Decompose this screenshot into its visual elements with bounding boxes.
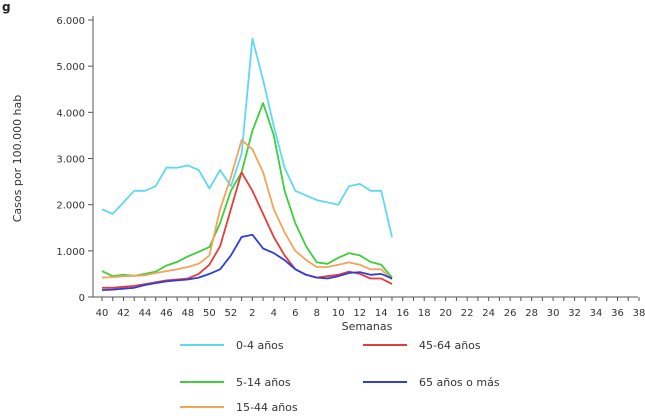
legend-entry: 45-64 años [363, 339, 481, 352]
x-tick-label: 6 [292, 308, 298, 319]
y-tick-label: 5.000 [56, 62, 85, 73]
x-tick-label: 52 [225, 308, 238, 319]
legend-label: 45-64 años [419, 339, 481, 352]
x-tick-label: 4 [271, 308, 277, 319]
y-axis: 0 1.000 2.000 3.000 4.000 5.000 6.000 [56, 16, 94, 304]
x-tick-label: 50 [203, 308, 216, 319]
x-tick-label: 10 [332, 308, 345, 319]
x-axis-title: Semanas [342, 320, 393, 333]
figure-letter: g [2, 0, 11, 14]
y-tick-label: 3.000 [56, 155, 85, 166]
x-tick-label: 28 [525, 308, 538, 319]
x-tick-label: 36 [611, 308, 624, 319]
x-tick-label: 18 [418, 308, 431, 319]
x-tick-label: 2 [249, 308, 255, 319]
legend-label: 65 años o más [419, 376, 500, 389]
series-line-0-4-a-os [101, 37, 393, 238]
plot-area [101, 37, 393, 291]
legend-label: 5-14 años [236, 376, 291, 389]
series-line-15-44-a-os [101, 139, 393, 281]
x-tick-label: 26 [504, 308, 517, 319]
y-tick-label: 4.000 [56, 108, 85, 119]
x-tick-label: 8 [314, 308, 320, 319]
legend: 0-4 años 5-14 años 15-44 años 45-64 años 65 … [180, 339, 500, 414]
legend-label: 0-4 años [236, 339, 284, 352]
legend-entry: 15-44 años [180, 401, 298, 414]
x-tick-label: 24 [482, 308, 495, 319]
x-tick-label: 34 [590, 308, 603, 319]
x-tick-label: 22 [461, 308, 474, 319]
legend-entry: 0-4 años [180, 339, 284, 352]
x-axis: 40 42 44 46 48 50 52 2 4 6 8 10 12 14 16 18 20 22 24 26 28 30… [93, 296, 645, 319]
y-tick-label: 1.000 [56, 247, 85, 258]
y-tick-label: 0 [79, 293, 85, 304]
x-tick-label: 44 [139, 308, 152, 319]
x-tick-label: 32 [568, 308, 581, 319]
x-tick-label: 40 [96, 308, 109, 319]
legend-label: 15-44 años [236, 401, 298, 414]
x-tick-label: 12 [353, 308, 366, 319]
legend-entry: 5-14 años [180, 376, 291, 389]
x-tick-label: 16 [396, 308, 409, 319]
y-tick-label: 2.000 [56, 201, 85, 212]
series-line-65-a-os-o-m-s [101, 233, 393, 291]
x-tick-label: 46 [160, 308, 173, 319]
x-tick-label: 14 [375, 308, 388, 319]
legend-entry: 65 años o más [363, 376, 500, 389]
y-tick-label: 6.000 [56, 16, 85, 27]
x-tick-label: 20 [439, 308, 452, 319]
x-tick-label: 38 [633, 308, 645, 319]
y-axis-title: Casos por 100.000 hab [11, 95, 24, 223]
x-tick-label: 42 [117, 308, 130, 319]
series-line-5-14-a-os [101, 102, 393, 279]
x-tick-label: 30 [547, 308, 560, 319]
x-tick-label: 48 [182, 308, 195, 319]
